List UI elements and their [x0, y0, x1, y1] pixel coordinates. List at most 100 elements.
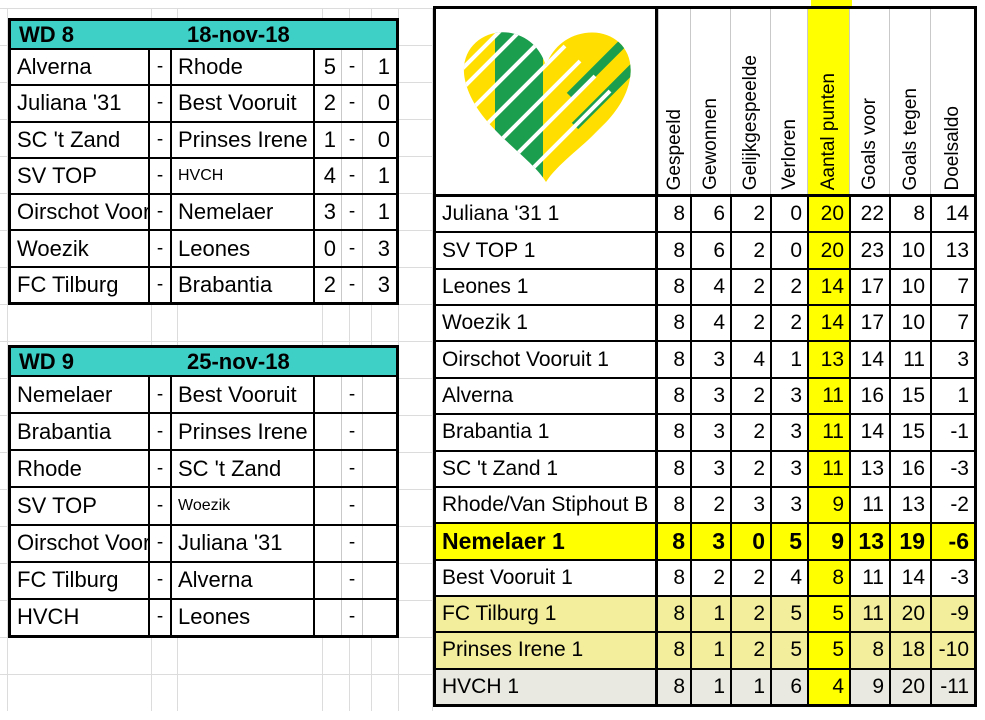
- home-team-cell[interactable]: SC 't Zand: [11, 122, 150, 157]
- won-cell[interactable]: 6: [690, 197, 730, 232]
- lost-cell[interactable]: 1: [770, 342, 807, 377]
- goals-for-cell[interactable]: 14: [849, 415, 889, 450]
- played-cell[interactable]: 8: [673, 274, 685, 298]
- played-cell[interactable]: 8: [673, 383, 685, 407]
- away-team-cell[interactable]: Brabantia: [172, 267, 315, 302]
- home-team-cell[interactable]: Nemelaer: [11, 377, 150, 413]
- team-name-cell[interactable]: Brabantia 1: [436, 415, 658, 450]
- won-cell[interactable]: 4: [690, 306, 730, 341]
- home-team-cell[interactable]: Woezik: [11, 231, 150, 266]
- played-cell[interactable]: 8: [658, 633, 690, 668]
- away-score-cell[interactable]: [362, 451, 396, 487]
- goals-for-cell[interactable]: 23: [849, 233, 889, 268]
- away-score-cell[interactable]: [362, 599, 396, 635]
- away-team-cell[interactable]: Prinses Irene: [172, 414, 315, 450]
- goals-for-cell[interactable]: 17: [849, 269, 889, 305]
- points-cell[interactable]: 4: [807, 669, 849, 705]
- away-team-cell[interactable]: Nemelaer: [172, 195, 315, 230]
- away-team-cell[interactable]: Juliana '31: [172, 525, 315, 561]
- team-name-cell[interactable]: Best Vooruit 1: [436, 560, 658, 595]
- goals-for-cell[interactable]: 22: [849, 197, 889, 232]
- goals-against-cell[interactable]: 11: [889, 342, 930, 377]
- away-team-cell[interactable]: Woezik: [172, 488, 315, 524]
- drawn-cell[interactable]: 2: [730, 269, 770, 305]
- goals-against-cell[interactable]: 14: [889, 560, 930, 595]
- goal-diff-cell[interactable]: -6: [930, 524, 974, 559]
- column-header-lost[interactable]: Verloren: [770, 9, 807, 194]
- home-team-cell[interactable]: Oirschot Vooruit: [11, 195, 150, 230]
- points-cell[interactable]: 11: [807, 378, 849, 414]
- won-cell[interactable]: 6: [690, 233, 730, 268]
- drawn-cell[interactable]: 2: [730, 378, 770, 414]
- home-team-cell[interactable]: FC Tilburg: [11, 562, 150, 598]
- column-header-goal-diff[interactable]: Doelsaldo: [930, 9, 974, 194]
- goals-for-cell[interactable]: 13: [849, 524, 889, 559]
- goals-against-cell[interactable]: 10: [889, 269, 930, 305]
- away-score-cell[interactable]: 3: [362, 231, 396, 266]
- won-cell[interactable]: 3: [690, 342, 730, 377]
- goals-for-cell[interactable]: 11: [849, 560, 889, 595]
- team-name-cell[interactable]: Oirschot Vooruit 1: [436, 342, 658, 377]
- away-score-cell[interactable]: 3: [362, 267, 396, 302]
- played-cell[interactable]: 8: [673, 493, 685, 517]
- lost-cell[interactable]: 3: [770, 415, 807, 450]
- column-header-won[interactable]: Gewonnen: [690, 9, 730, 194]
- away-team-cell[interactable]: Rhode: [172, 50, 315, 85]
- goal-diff-cell[interactable]: 7: [930, 306, 974, 341]
- won-cell[interactable]: 3: [690, 451, 730, 486]
- home-team-cell[interactable]: Juliana '31: [11, 86, 150, 121]
- lost-cell[interactable]: 0: [770, 197, 807, 232]
- drawn-cell[interactable]: 2: [730, 560, 770, 595]
- drawn-cell[interactable]: 2: [730, 596, 770, 632]
- goals-for-cell[interactable]: 17: [849, 306, 889, 341]
- column-header-goals-for[interactable]: Goals voor: [849, 9, 889, 194]
- team-name-cell[interactable]: Leones 1: [436, 269, 658, 305]
- goals-against-cell[interactable]: 10: [889, 306, 930, 341]
- lost-cell[interactable]: 6: [770, 669, 807, 705]
- home-score-cell[interactable]: 3: [323, 199, 336, 225]
- points-cell[interactable]: 9: [807, 487, 849, 523]
- goals-against-cell[interactable]: 18: [889, 633, 930, 668]
- lost-cell[interactable]: 5: [770, 633, 807, 668]
- goal-diff-cell[interactable]: -3: [930, 560, 974, 595]
- goals-for-cell[interactable]: 8: [849, 633, 889, 668]
- points-cell[interactable]: 14: [807, 306, 849, 341]
- goal-diff-cell[interactable]: 13: [930, 233, 974, 268]
- away-score-cell[interactable]: 1: [362, 195, 396, 230]
- home-team-cell[interactable]: Rhode: [11, 451, 150, 487]
- won-cell[interactable]: 2: [690, 487, 730, 523]
- home-score-cell[interactable]: [315, 377, 341, 412]
- played-cell[interactable]: 8: [673, 456, 685, 480]
- away-score-cell[interactable]: 0: [362, 122, 396, 157]
- away-score-cell[interactable]: [362, 525, 396, 561]
- played-cell[interactable]: 8: [673, 420, 685, 444]
- home-team-cell[interactable]: SV TOP: [11, 488, 150, 524]
- away-score-cell[interactable]: [362, 562, 396, 598]
- away-score-cell[interactable]: [362, 414, 396, 450]
- team-name-cell[interactable]: SC 't Zand 1: [436, 451, 658, 486]
- goal-diff-cell[interactable]: -2: [930, 487, 974, 523]
- lost-cell[interactable]: 3: [770, 487, 807, 523]
- goals-against-cell[interactable]: 13: [889, 487, 930, 523]
- home-score-cell[interactable]: 2: [323, 90, 336, 116]
- goals-for-cell[interactable]: 14: [849, 342, 889, 377]
- points-cell[interactable]: 13: [807, 342, 849, 377]
- drawn-cell[interactable]: 1: [730, 669, 770, 705]
- home-score-cell[interactable]: [315, 563, 341, 598]
- team-name-cell[interactable]: Nemelaer 1: [436, 524, 658, 559]
- goals-for-cell[interactable]: 13: [849, 451, 889, 486]
- away-team-cell[interactable]: Alverna: [172, 562, 315, 598]
- goals-against-cell[interactable]: 19: [889, 524, 930, 559]
- away-team-cell[interactable]: SC 't Zand: [172, 451, 315, 487]
- team-name-cell[interactable]: Prinses Irene 1: [436, 633, 658, 668]
- team-name-cell[interactable]: SV TOP 1: [436, 233, 658, 268]
- away-team-cell[interactable]: Leones: [172, 599, 315, 635]
- drawn-cell[interactable]: 2: [730, 451, 770, 486]
- column-header-goals-against[interactable]: Goals tegen: [889, 9, 930, 194]
- drawn-cell[interactable]: 3: [730, 487, 770, 523]
- goal-diff-cell[interactable]: 3: [930, 342, 974, 377]
- home-score-cell[interactable]: [315, 600, 341, 635]
- drawn-cell[interactable]: 2: [730, 197, 770, 232]
- goals-for-cell[interactable]: 11: [849, 596, 889, 632]
- column-header-drawn[interactable]: Gelijkgespeelde: [730, 9, 770, 194]
